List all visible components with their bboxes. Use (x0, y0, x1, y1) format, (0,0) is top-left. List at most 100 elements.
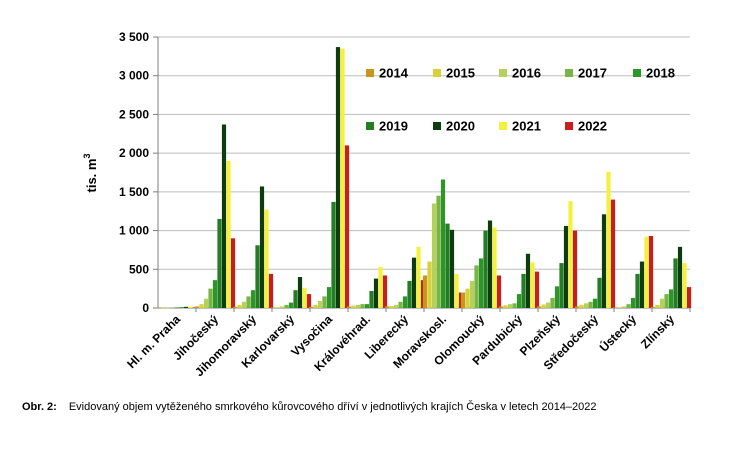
y-tick-label: 1 500 (119, 185, 149, 199)
bar-2016 (545, 302, 551, 308)
bar-2022 (572, 230, 578, 308)
bar-2014 (308, 306, 314, 308)
legend-swatch (499, 122, 507, 130)
bar-2020 (183, 306, 189, 308)
bar-2019 (673, 258, 678, 308)
bar-2014 (384, 306, 390, 308)
bar-chart: 0 500 1 000 1 500 2 000 2 500 3 000 3 500 tis. m… (82, 30, 692, 379)
bar-2020 (335, 47, 341, 308)
bar-2015 (313, 304, 318, 308)
bar-2015 (655, 304, 660, 308)
bar-2020 (411, 257, 417, 308)
legend-swatch (366, 122, 374, 130)
bar-2017 (626, 304, 631, 308)
bar-2018 (326, 287, 332, 308)
bar-2018 (212, 280, 218, 308)
bar-2014 (422, 275, 428, 308)
y-tick-label: 2 000 (119, 146, 149, 160)
bar-2019 (293, 290, 298, 308)
bar-2015 (275, 307, 280, 308)
bar-2016 (279, 306, 285, 308)
bar-2019 (331, 201, 336, 308)
legend-label: 2021 (512, 119, 541, 134)
bar-2021 (302, 287, 307, 308)
bar-2017 (284, 304, 289, 308)
bar-2021 (416, 246, 421, 308)
y-tick-label: 0 (142, 301, 149, 315)
bar-2014 (460, 292, 466, 308)
y-tick-label: 1 000 (119, 224, 149, 238)
bar-2017 (436, 195, 441, 308)
bar-2018 (554, 286, 560, 308)
bar-2021 (340, 48, 345, 309)
bar-2017 (474, 265, 479, 308)
bar-2014 (156, 307, 162, 309)
bar-2021 (454, 273, 459, 308)
legend-swatch (565, 69, 573, 77)
bar-2020 (373, 278, 379, 308)
bar-2014 (232, 306, 238, 308)
bar-2019 (445, 223, 450, 308)
bar-2015 (579, 304, 584, 308)
bar-2015 (503, 305, 508, 308)
bar-2020 (221, 124, 227, 309)
y-tick-label: 2 500 (119, 107, 149, 121)
legend-label: 2022 (578, 119, 607, 134)
figure-number: Obr. 2: (22, 401, 57, 413)
bar-2022 (344, 145, 350, 308)
bar-2016 (165, 307, 171, 309)
bar-2016 (241, 301, 247, 308)
bar-2015 (617, 307, 622, 308)
bar-2014 (498, 306, 504, 308)
y-axis-label-superscript: 3 (82, 154, 92, 159)
y-tick-label: 3 500 (119, 30, 149, 44)
bar-2019 (597, 277, 602, 308)
bar-2015 (351, 305, 356, 308)
bar-2021 (530, 262, 535, 308)
bar-2018 (478, 258, 484, 308)
bar-2018 (174, 307, 180, 308)
y-tick-label: 500 (129, 262, 149, 276)
bar-2022 (610, 199, 616, 308)
bar-2019 (255, 245, 260, 308)
bar-2016 (659, 298, 665, 308)
legend-swatch (433, 122, 441, 130)
legend-swatch (565, 122, 573, 130)
bar-2014 (270, 307, 276, 308)
bar-2018 (592, 298, 598, 308)
bar-2016 (355, 304, 361, 308)
bar-2021 (264, 209, 269, 308)
legend-label: 2018 (646, 66, 675, 81)
bar-2014 (650, 306, 656, 308)
bar-2015 (199, 304, 204, 308)
bar-2016 (621, 306, 627, 308)
bar-2016 (431, 203, 437, 308)
bar-2020 (525, 253, 531, 308)
bar-2019 (407, 280, 412, 308)
bar-2015 (237, 304, 242, 308)
bar-2022 (686, 287, 692, 308)
bar-2014 (536, 306, 542, 308)
bar-2020 (639, 261, 645, 308)
bar-2017 (322, 296, 327, 308)
bar-2020 (449, 229, 455, 308)
y-axis-label: tis. m3 (82, 154, 99, 193)
bar-2021 (492, 227, 497, 308)
bar-2017 (398, 301, 403, 308)
bar-2018 (440, 179, 446, 308)
bar-2021 (606, 171, 611, 308)
bar-2019 (483, 230, 488, 308)
bar-2020 (297, 277, 303, 308)
bar-2016 (583, 303, 589, 308)
bar-2015 (541, 304, 546, 308)
bar-2019 (635, 273, 640, 308)
bar-2017 (208, 288, 213, 308)
bar-2016 (469, 280, 475, 308)
y-axis-label-main: tis. m (84, 159, 99, 193)
bar-2020 (677, 246, 683, 308)
bar-2014 (574, 306, 580, 308)
bar-2021 (644, 236, 649, 308)
legend-label: 2015 (446, 66, 475, 81)
bar-2019 (559, 263, 564, 308)
bar-2018 (668, 289, 674, 308)
